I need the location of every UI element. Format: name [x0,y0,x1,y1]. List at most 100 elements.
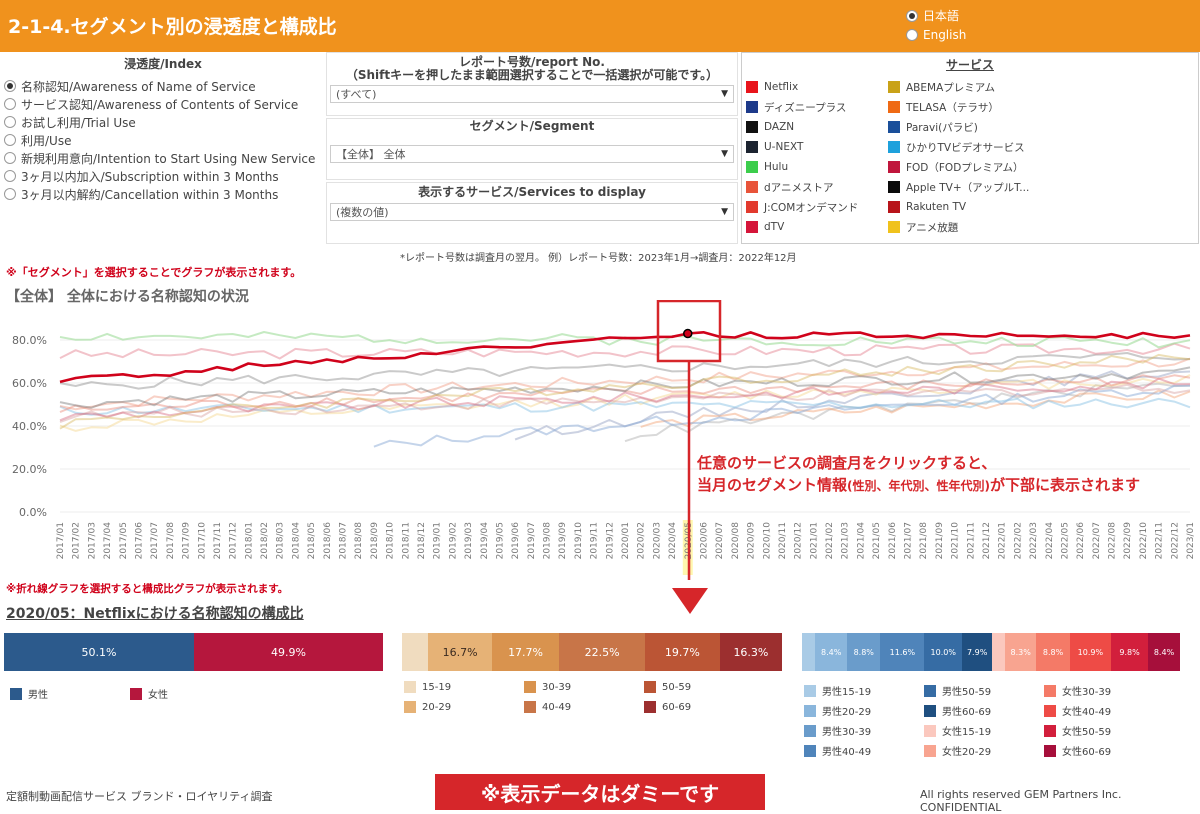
legend-label: U-NEXT [764,141,804,153]
legend-label: 女性60-69 [1062,747,1112,758]
bar-legend-item: 女性15-19 [924,723,991,738]
radio-icon[interactable] [4,170,16,182]
bar-segment[interactable]: 8.4% [1148,633,1180,671]
bar-segment[interactable]: 7.9% [962,633,993,671]
x-tick-label: 2019/06 [511,522,521,560]
report-filter-subtitle: （Shiftキーを押したまま範囲選択することで一括選択が可能です。） [345,68,719,82]
index-option[interactable]: 3ヶ月以内加入/Subscription within 3 Months [4,167,322,185]
legend-item[interactable]: FOD（FODプレミアム） [888,157,1029,177]
bar-legend-item: 女性50-59 [1044,723,1111,738]
bar-segment[interactable] [802,633,816,671]
legend-label: 男性30-39 [822,727,872,738]
legend-swatch [924,704,936,717]
bar-segment[interactable]: 9.8% [1111,633,1149,671]
bar-value-label: 16.3% [733,645,769,659]
x-tick-label: 2020/02 [637,522,647,559]
index-option[interactable]: 利用/Use [4,131,322,149]
legend-item[interactable]: Rakuten TV [888,197,1029,217]
bar-segment[interactable]: 49.9% [193,633,383,671]
bar-segment[interactable]: 50.1% [4,633,194,671]
legend-label: Hulu [764,161,789,173]
legend-item[interactable]: Hulu [746,157,858,177]
x-tick-label: 2021/06 [888,522,898,560]
legend-item[interactable]: アニメ放題 [888,217,1029,237]
bar-segment[interactable]: 16.7% [428,633,492,671]
dummy-data-banner: ※表示データはダミーです [435,774,765,810]
legend-swatch [644,701,656,713]
legend-item[interactable]: ひかりTVビデオサービス [888,137,1029,157]
bar-value-label: 17.7% [508,645,544,659]
legend-item[interactable]: ABEMAプレミアム [888,77,1029,97]
legend-item[interactable]: TELASA（テラサ） [888,97,1029,117]
bar-segment[interactable]: 10.9% [1069,633,1111,671]
bar-value-label: 49.9% [270,645,306,659]
bar-segment[interactable] [992,633,1005,671]
bar-segment[interactable]: 10.0% [924,633,963,671]
bar-segment[interactable]: 8.8% [1036,633,1070,671]
bar-value-label: 10.0% [930,647,956,657]
radio-icon[interactable] [4,116,16,128]
x-tick-label: 2022/09 [1123,522,1133,560]
radio-icon[interactable] [4,152,16,164]
radio-icon[interactable] [906,9,918,22]
bar-legend-item: 女性60-69 [1044,743,1111,758]
bar-value-label: 10.9% [1077,647,1104,657]
legend-label: 男性40-49 [822,747,872,758]
index-option[interactable]: 3ヶ月以内解約/Cancellation within 3 Months [4,185,322,203]
radio-icon[interactable] [906,28,918,41]
bar-segment[interactable]: 22.5% [559,633,645,671]
index-option[interactable]: サービス認知/Awareness of Contents of Service [4,95,322,113]
callout-line-2b: (性別、年代別、性年代別) [847,479,990,493]
index-option[interactable]: 新規利用意向/Intention to Start Using New Serv… [4,149,322,167]
index-option-label: 3ヶ月以内加入/Subscription within 3 Months [21,169,279,184]
legend-item[interactable]: dアニメストア [746,177,858,197]
bar-segment[interactable] [402,633,429,671]
legend-label: ABEMAプレミアム [906,81,996,94]
index-option-label: 3ヶ月以内解約/Cancellation within 3 Months [21,187,279,202]
x-tick-label: 2017/03 [87,522,97,559]
index-option[interactable]: 名称認知/Awareness of Name of Service [4,77,322,95]
legend-swatch [804,724,816,737]
legend-swatch [130,687,142,700]
services-dropdown[interactable]: (複数の値) ▼ [330,203,734,221]
legend-item[interactable]: Paravi(パラビ) [888,117,1029,137]
x-tick-label: 2018/10 [386,522,396,560]
chevron-down-icon: ▼ [721,89,728,99]
bar-segment[interactable]: 19.7% [644,633,720,671]
report-note: *レポート号数は調査月の翌月。 例）レポート号数：2023年1月→調査月：202… [400,253,797,264]
legend-item[interactable]: DAZN [746,117,858,137]
bar-segment[interactable]: 8.3% [1004,633,1037,671]
report-dropdown[interactable]: (すべて) ▼ [330,85,734,103]
radio-icon[interactable] [4,188,16,200]
bar-segment[interactable]: 16.3% [719,633,782,671]
legend-item[interactable]: ディズニープラス [746,97,858,117]
legend-item[interactable]: Netflix [746,77,858,97]
language-option-ja[interactable]: 日本語 [906,6,1200,25]
legend-label: 男性 [28,690,48,701]
radio-icon[interactable] [4,134,16,146]
legend-item[interactable]: U-NEXT [746,137,858,157]
index-option[interactable]: お試し利用/Trial Use [4,113,322,131]
language-option-en[interactable]: English [906,25,1200,44]
x-tick-label: 2017/10 [197,522,207,560]
legend-item[interactable]: Apple TV+（アップルT... [888,177,1029,197]
x-tick-label: 2017/07 [150,522,160,559]
bar-segment[interactable]: 11.6% [880,633,925,671]
legend-item[interactable]: J:COMオンデマンド [746,197,858,217]
bar-legend-item: 女性20-29 [924,743,991,758]
legend-label: 女性15-19 [942,727,992,738]
bar-segment[interactable]: 17.7% [491,633,560,671]
callout-line-2a: 当月のセグメント情報 [697,476,848,494]
legend-swatch [888,81,900,93]
legend-item[interactable]: dTV [746,217,858,237]
bar-segment[interactable]: 8.8% [847,633,881,671]
segment-dropdown[interactable]: 【全体】 全体 ▼ [330,145,734,163]
x-tick-label: 2019/07 [527,522,537,559]
radio-icon[interactable] [4,98,16,110]
index-panel: 浸透度/Index 名称認知/Awareness of Name of Serv… [4,52,322,242]
radio-icon[interactable] [4,80,16,92]
legend-label: dアニメストア [764,181,834,194]
bar-segment[interactable]: 8.4% [815,633,848,671]
x-tick-label: 2017/12 [229,522,239,559]
x-tick-label: 2022/03 [1029,522,1039,559]
